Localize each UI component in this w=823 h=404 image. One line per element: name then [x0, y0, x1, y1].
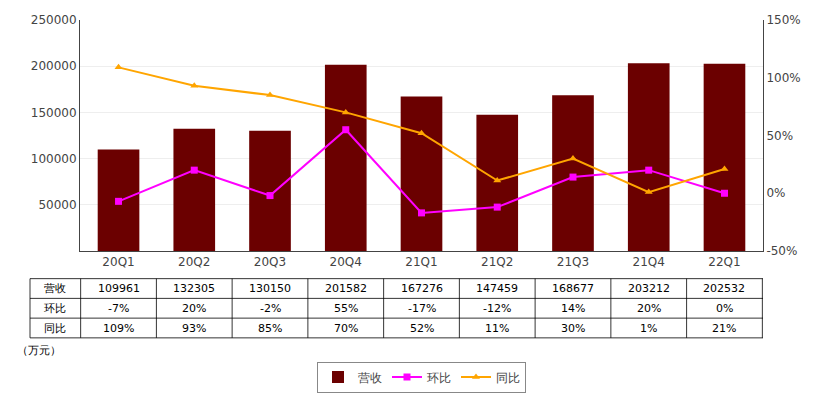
svg-text:环比: 环比	[44, 302, 66, 315]
svg-text:30%: 30%	[561, 322, 585, 335]
svg-text:200000: 200000	[31, 59, 77, 73]
svg-text:93%: 93%	[182, 322, 206, 335]
svg-text:100%: 100%	[766, 71, 800, 85]
svg-text:202532: 202532	[703, 282, 745, 295]
svg-text:-2%: -2%	[260, 302, 281, 315]
svg-text:1%: 1%	[640, 322, 657, 335]
svg-text:150000: 150000	[31, 106, 77, 120]
svg-text:0%: 0%	[766, 186, 785, 200]
svg-text:168677: 168677	[552, 282, 594, 295]
svg-text:同比: 同比	[44, 322, 66, 335]
svg-text:21Q1: 21Q1	[405, 255, 437, 269]
svg-text:-17%: -17%	[408, 302, 436, 315]
svg-text:55%: 55%	[334, 302, 358, 315]
svg-text:109%: 109%	[103, 322, 134, 335]
svg-text:21Q3: 21Q3	[557, 255, 589, 269]
svg-text:20Q1: 20Q1	[102, 255, 134, 269]
svg-text:85%: 85%	[258, 322, 282, 335]
svg-text:营收: 营收	[44, 282, 66, 295]
svg-text:20%: 20%	[637, 302, 661, 315]
svg-text:21Q4: 21Q4	[633, 255, 665, 269]
svg-text:0%: 0%	[716, 302, 733, 315]
svg-text:50%: 50%	[766, 129, 793, 143]
svg-text:环比: 环比	[427, 371, 451, 385]
svg-text:（万元）: （万元）	[17, 344, 61, 357]
svg-text:21%: 21%	[712, 322, 736, 335]
svg-text:-50%: -50%	[766, 244, 797, 258]
svg-text:20%: 20%	[182, 302, 206, 315]
svg-text:14%: 14%	[561, 302, 585, 315]
svg-text:21Q2: 21Q2	[481, 255, 513, 269]
svg-text:营收: 营收	[358, 371, 382, 385]
svg-text:20Q2: 20Q2	[178, 255, 210, 269]
svg-text:同比: 同比	[496, 371, 520, 385]
svg-text:-12%: -12%	[483, 302, 511, 315]
svg-text:50000: 50000	[38, 198, 76, 212]
svg-text:52%: 52%	[410, 322, 434, 335]
svg-text:11%: 11%	[485, 322, 509, 335]
svg-text:250000: 250000	[31, 13, 77, 27]
svg-text:109961: 109961	[98, 282, 140, 295]
svg-text:20Q4: 20Q4	[330, 255, 362, 269]
svg-text:22Q1: 22Q1	[708, 255, 740, 269]
svg-text:167276: 167276	[401, 282, 443, 295]
svg-text:70%: 70%	[334, 322, 358, 335]
svg-text:20Q3: 20Q3	[254, 255, 286, 269]
svg-text:203212: 203212	[628, 282, 670, 295]
svg-text:100000: 100000	[31, 152, 77, 166]
svg-text:-7%: -7%	[108, 302, 129, 315]
svg-text:130150: 130150	[249, 282, 291, 295]
svg-text:150%: 150%	[766, 13, 800, 27]
svg-text:147459: 147459	[476, 282, 518, 295]
svg-text:201582: 201582	[325, 282, 367, 295]
svg-text:132305: 132305	[173, 282, 215, 295]
